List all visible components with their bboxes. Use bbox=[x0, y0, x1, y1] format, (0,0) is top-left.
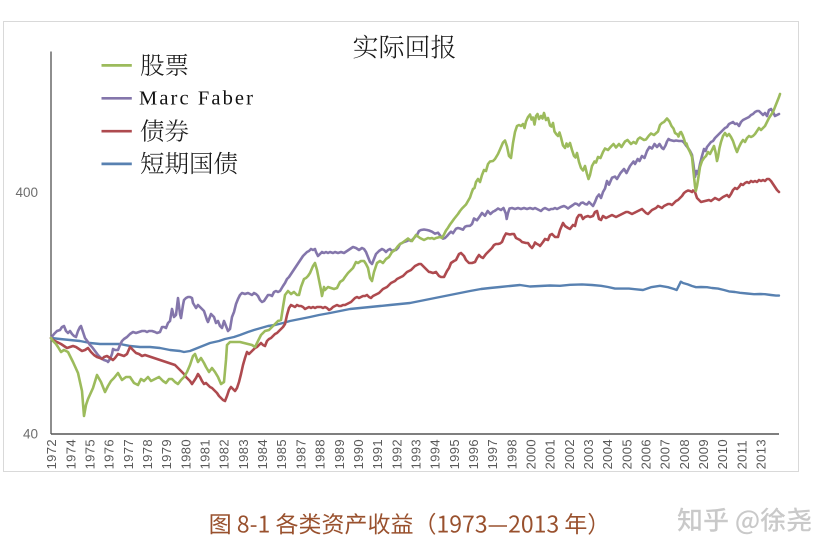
svg-text:2003: 2003 bbox=[581, 439, 596, 469]
svg-text:2007: 2007 bbox=[658, 439, 673, 469]
svg-text:2004: 2004 bbox=[600, 439, 615, 469]
svg-text:1991: 1991 bbox=[370, 439, 385, 469]
svg-text:2011: 2011 bbox=[734, 440, 749, 469]
svg-text:40: 40 bbox=[23, 427, 38, 442]
svg-text:2001: 2001 bbox=[543, 439, 558, 469]
svg-text:1992: 1992 bbox=[389, 439, 404, 469]
svg-text:1979: 1979 bbox=[159, 439, 174, 469]
svg-text:2002: 2002 bbox=[562, 439, 577, 469]
svg-text:2009: 2009 bbox=[696, 439, 711, 469]
svg-text:Marc Faber: Marc Faber bbox=[139, 87, 255, 109]
svg-text:1983: 1983 bbox=[236, 439, 251, 469]
svg-text:2008: 2008 bbox=[677, 439, 692, 469]
svg-text:1990: 1990 bbox=[351, 439, 366, 469]
svg-text:1993: 1993 bbox=[408, 439, 423, 469]
svg-text:1994: 1994 bbox=[428, 439, 443, 469]
svg-text:1978: 1978 bbox=[140, 439, 155, 469]
svg-text:1980: 1980 bbox=[178, 439, 193, 469]
svg-text:1985: 1985 bbox=[274, 439, 289, 469]
svg-text:1972: 1972 bbox=[44, 439, 59, 469]
svg-text:1984: 1984 bbox=[255, 439, 270, 469]
svg-text:1988: 1988 bbox=[313, 439, 328, 469]
svg-text:2000: 2000 bbox=[524, 439, 539, 469]
svg-text:1987: 1987 bbox=[293, 439, 308, 469]
svg-text:2006: 2006 bbox=[639, 439, 654, 469]
svg-text:1974: 1974 bbox=[63, 439, 78, 469]
svg-text:2010: 2010 bbox=[715, 439, 730, 469]
svg-text:1997: 1997 bbox=[485, 439, 500, 469]
svg-text:1995: 1995 bbox=[447, 439, 462, 469]
svg-text:1981: 1981 bbox=[198, 439, 213, 469]
svg-text:2013: 2013 bbox=[754, 439, 769, 469]
svg-text:400: 400 bbox=[15, 185, 38, 200]
svg-text:1977: 1977 bbox=[121, 439, 136, 469]
svg-text:1989: 1989 bbox=[332, 439, 347, 469]
svg-text:2005: 2005 bbox=[619, 439, 634, 469]
svg-text:1976: 1976 bbox=[102, 439, 117, 469]
svg-text:1975: 1975 bbox=[83, 439, 98, 469]
svg-text:1996: 1996 bbox=[466, 439, 481, 469]
svg-text:1998: 1998 bbox=[504, 439, 519, 469]
svg-text:1982: 1982 bbox=[217, 439, 232, 469]
